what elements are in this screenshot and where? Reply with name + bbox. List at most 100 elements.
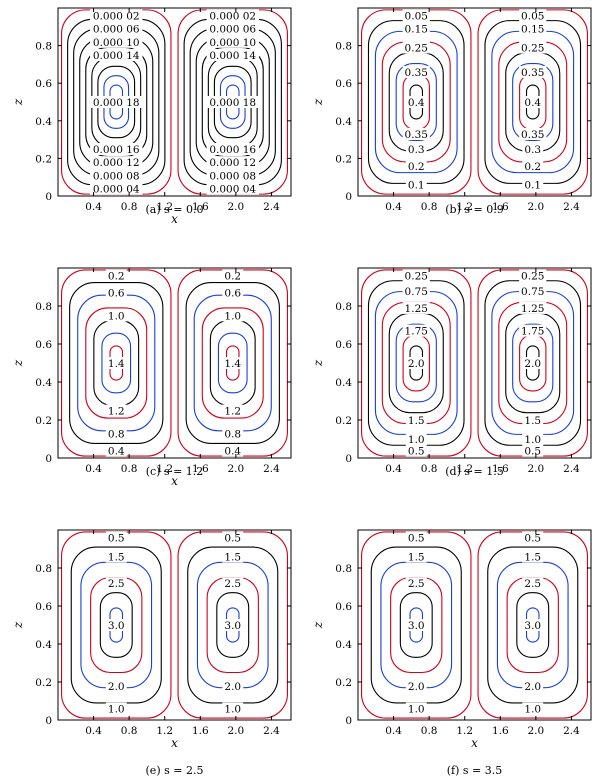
y-tick-label: 0.6 <box>335 339 352 351</box>
panel-6: 0.5 1.5 2.5 3.0 2.0 1.0 0.5 1.5 2.5 3.0 2.0 1.0 0.4 0… <box>311 529 592 777</box>
contour-label: 0.6 <box>224 288 241 300</box>
y-tick-label: 0 <box>345 453 352 465</box>
contour-label: 0.75 <box>521 286 544 298</box>
contour-label-bg <box>519 41 547 54</box>
y-tick-label: 0.4 <box>35 377 52 389</box>
contour-label-bg <box>222 550 244 563</box>
y-axis-label: z <box>311 621 325 629</box>
panel-4: 0.250.751.251.752.01.51.00.50.250.751.25… <box>311 267 592 478</box>
contour-label: 0.35 <box>521 67 544 79</box>
contour-label: 0.25 <box>521 42 544 54</box>
contour-label: 0.000 14 <box>93 50 140 62</box>
contour-label-bg <box>105 269 127 282</box>
x-tick-label: 2.0 <box>228 463 245 475</box>
contour-label-bg <box>90 169 143 182</box>
x-tick-label: 2.4 <box>563 725 580 737</box>
contour-line <box>99 592 133 658</box>
contour-label: 0.5 <box>524 533 541 545</box>
contour-label: 1.4 <box>108 358 125 370</box>
contour-label: 0.000 06 <box>209 24 256 36</box>
contour-label-bg <box>522 96 544 108</box>
contour-label-bg <box>522 159 544 172</box>
contour-label-bg <box>105 531 127 544</box>
contour-label: 0.4 <box>408 97 425 109</box>
contour-label-bg <box>522 550 544 563</box>
contour-label-bg <box>90 22 143 35</box>
contour-label-bg <box>405 357 427 369</box>
contour-label: 0.000 02 <box>209 11 256 23</box>
contour-label: 0.05 <box>521 11 544 23</box>
contour-label: 0.000 08 <box>93 170 140 182</box>
contour-label: 0.3 <box>524 144 541 156</box>
contour-label-bg <box>105 309 127 322</box>
contour-label: 1.0 <box>108 311 125 323</box>
contour-label: 1.0 <box>524 704 541 716</box>
x-tick-label: 0.8 <box>121 201 138 213</box>
contour-line <box>512 63 554 141</box>
contour-label: 0.000 06 <box>93 24 140 36</box>
y-tick-label: 0 <box>45 453 52 465</box>
panel-caption: (b) s = 0.9 <box>445 203 503 216</box>
panel-caption: (e) s = 2.5 <box>146 764 204 777</box>
contour-label-bg <box>222 531 244 544</box>
contour-label: 2.5 <box>408 578 425 590</box>
x-tick-label: 2.0 <box>228 201 245 213</box>
contour-label-bg <box>90 156 143 169</box>
y-axis-label: z <box>311 98 325 106</box>
contour-label-bg <box>402 9 430 22</box>
contour-label-bg <box>105 427 127 440</box>
x-tick-label: 0.8 <box>121 463 138 475</box>
contour-label-bg <box>105 357 127 369</box>
contour-label-bg <box>206 156 259 169</box>
contour-label-bg <box>519 284 547 297</box>
contour-label: 0.000 12 <box>93 157 140 169</box>
x-tick-label: 1.6 <box>492 463 509 475</box>
contour-label-bg <box>519 301 547 314</box>
contour-label: 0.000 16 <box>93 144 140 156</box>
contour-label: 0.5 <box>408 533 425 545</box>
y-tick-label: 0.4 <box>335 116 352 128</box>
contour-label: 0.2 <box>524 161 541 173</box>
y-tick-label: 0.4 <box>35 116 52 128</box>
plot-frame <box>357 7 592 197</box>
x-tick-label: 2.4 <box>263 463 280 475</box>
plot-frame <box>57 7 292 197</box>
contour-label-bg <box>90 143 143 155</box>
x-tick-label: 0.4 <box>85 201 102 213</box>
y-tick-label: 0.8 <box>335 301 352 313</box>
y-tick-label: 0.6 <box>35 339 52 351</box>
contour-label-bg <box>522 357 544 369</box>
contour-label: 3.0 <box>224 620 241 632</box>
x-tick-label: 1.2 <box>156 201 173 213</box>
contour-label: 0.5 <box>224 533 241 545</box>
x-tick-label: 1.6 <box>192 725 209 737</box>
contour-label: 1.0 <box>408 704 425 716</box>
panel-caption: (c) s = 1.2 <box>146 465 204 478</box>
contour-label-bg <box>405 433 427 445</box>
plot-frame <box>57 267 292 459</box>
x-tick-label: 0.8 <box>421 463 438 475</box>
contour-label-bg <box>522 619 544 631</box>
y-tick-label: 0.4 <box>35 639 52 651</box>
contour-label-bg <box>222 269 244 282</box>
x-tick-label: 0.4 <box>385 201 402 213</box>
x-tick-label: 0.8 <box>121 725 138 737</box>
contour-label: 2.0 <box>408 681 425 693</box>
contour-line <box>399 592 433 658</box>
panel-5: 0.5 1.5 2.5 3.0 2.0 1.0 0.5 1.5 2.5 3.0 2.0 1.0 0.4 0… <box>11 529 292 777</box>
contour-label: 0.8 <box>224 428 241 440</box>
contour-label-bg <box>522 444 544 457</box>
y-tick-label: 0.8 <box>335 41 352 53</box>
contour-label-bg <box>405 679 427 692</box>
y-tick-label: 0.2 <box>335 415 352 427</box>
y-axis-label: z <box>11 98 25 106</box>
x-axis-label: x <box>171 212 178 226</box>
contour-label-bg <box>522 531 544 544</box>
contour-label: 2.0 <box>408 358 425 370</box>
contour-label-bg <box>222 357 244 369</box>
x-tick-label: 0.4 <box>85 463 102 475</box>
panel-1: 0.000 020.000 060.000 100.000 140.000 18… <box>11 7 292 226</box>
contour-label: 2.5 <box>224 578 241 590</box>
contour-label: 0.25 <box>405 271 428 283</box>
contour-label: 2.0 <box>224 681 241 693</box>
